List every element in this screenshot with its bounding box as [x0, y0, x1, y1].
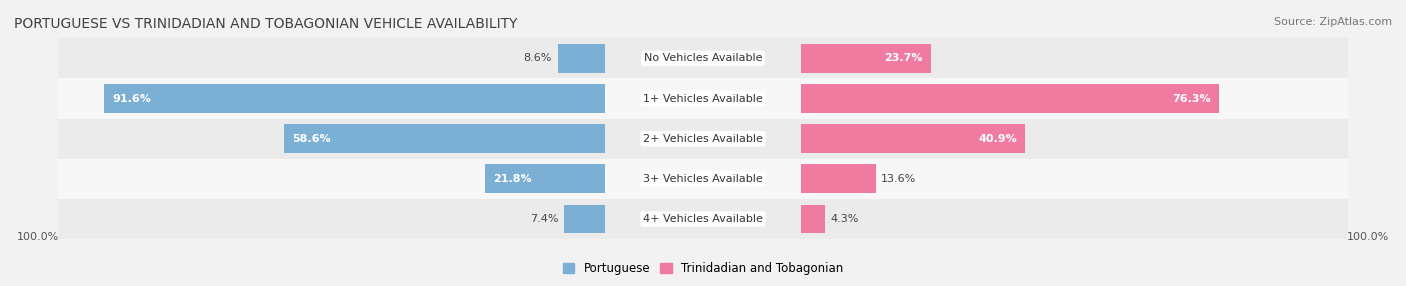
- Bar: [58, 119, 1348, 159]
- Text: 40.9%: 40.9%: [979, 134, 1017, 144]
- Bar: [104, 84, 605, 113]
- Bar: [558, 44, 605, 73]
- Text: 23.7%: 23.7%: [884, 53, 922, 63]
- Bar: [485, 164, 605, 193]
- Bar: [801, 124, 1025, 153]
- Text: 58.6%: 58.6%: [292, 134, 330, 144]
- Text: Source: ZipAtlas.com: Source: ZipAtlas.com: [1274, 17, 1392, 27]
- Text: 4+ Vehicles Available: 4+ Vehicles Available: [643, 214, 763, 224]
- Text: No Vehicles Available: No Vehicles Available: [644, 53, 762, 63]
- Bar: [801, 204, 825, 233]
- Text: 2+ Vehicles Available: 2+ Vehicles Available: [643, 134, 763, 144]
- Text: 100.0%: 100.0%: [1347, 232, 1389, 242]
- Text: 76.3%: 76.3%: [1171, 94, 1211, 104]
- Text: 13.6%: 13.6%: [882, 174, 917, 184]
- Bar: [564, 204, 605, 233]
- Text: 91.6%: 91.6%: [112, 94, 150, 104]
- Bar: [58, 78, 1348, 119]
- Bar: [58, 159, 1348, 199]
- Text: 8.6%: 8.6%: [523, 53, 553, 63]
- Bar: [58, 38, 1348, 78]
- Text: 3+ Vehicles Available: 3+ Vehicles Available: [643, 174, 763, 184]
- Text: 7.4%: 7.4%: [530, 214, 558, 224]
- Bar: [284, 124, 605, 153]
- Text: PORTUGUESE VS TRINIDADIAN AND TOBAGONIAN VEHICLE AVAILABILITY: PORTUGUESE VS TRINIDADIAN AND TOBAGONIAN…: [14, 17, 517, 31]
- Legend: Portuguese, Trinidadian and Tobagonian: Portuguese, Trinidadian and Tobagonian: [562, 262, 844, 275]
- Bar: [801, 164, 876, 193]
- Text: 21.8%: 21.8%: [494, 174, 533, 184]
- Text: 4.3%: 4.3%: [831, 214, 859, 224]
- Text: 100.0%: 100.0%: [17, 232, 59, 242]
- Bar: [801, 44, 931, 73]
- Bar: [58, 199, 1348, 239]
- Text: 1+ Vehicles Available: 1+ Vehicles Available: [643, 94, 763, 104]
- Bar: [801, 84, 1219, 113]
